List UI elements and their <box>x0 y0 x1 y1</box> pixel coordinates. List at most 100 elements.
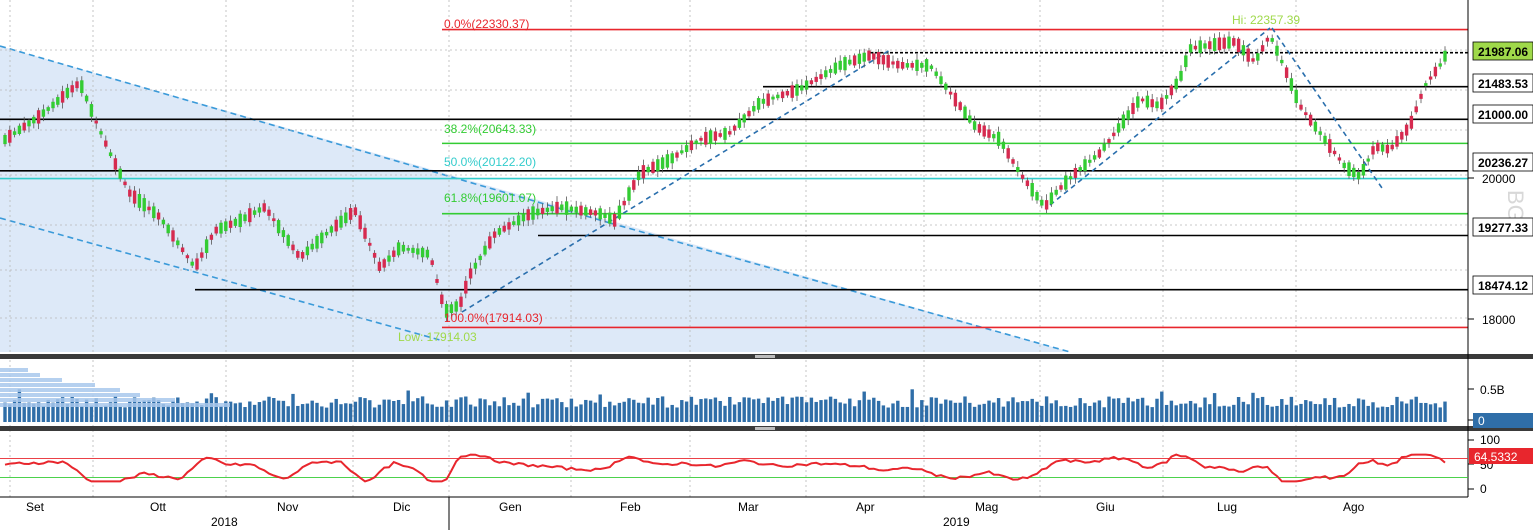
volume-profile <box>0 378 62 382</box>
candle-body <box>881 55 886 65</box>
volume-bar <box>1433 403 1438 422</box>
volume-bar <box>1337 407 1342 422</box>
volume-bar <box>473 406 478 422</box>
candle-body <box>972 121 977 130</box>
volume-bar <box>584 399 588 422</box>
volume-bar <box>814 401 818 422</box>
candle-body <box>857 53 862 64</box>
volume-bar <box>180 403 185 422</box>
candle-body <box>756 98 761 110</box>
candle-body <box>1409 115 1414 129</box>
volume-bar <box>536 404 540 422</box>
price-label-18474: 18474.12 <box>1472 275 1533 295</box>
volume-profile <box>0 393 140 397</box>
volume-bar <box>507 405 511 422</box>
volume-bar <box>761 403 766 422</box>
candle-body <box>368 242 372 246</box>
candle-body <box>512 221 516 225</box>
candle-body <box>1126 110 1130 120</box>
candle-body <box>1140 98 1145 102</box>
candle-body <box>348 208 353 220</box>
volume-bar <box>929 397 934 422</box>
volume-bar <box>718 401 722 422</box>
candle-body <box>41 109 46 117</box>
price-label-21000: 21000.00 <box>1472 104 1533 124</box>
candle-body <box>1150 99 1154 108</box>
volume-bar <box>32 403 36 422</box>
candle-body <box>785 90 790 96</box>
candle-body <box>70 85 74 93</box>
candle-body <box>1001 141 1006 149</box>
candle-body <box>1352 167 1356 178</box>
volume-bar <box>502 397 506 422</box>
candle-body <box>171 230 175 242</box>
candle-body <box>1371 146 1375 155</box>
volume-bar <box>924 405 929 422</box>
volume-bar <box>1323 398 1327 422</box>
candle-body <box>185 255 190 259</box>
volume-bar <box>377 404 382 422</box>
volume-bar <box>108 402 113 422</box>
volume-bar <box>1193 403 1198 422</box>
candle-body <box>728 131 732 135</box>
volume-bar <box>161 404 166 422</box>
candle-body <box>1184 55 1188 68</box>
volume-bar <box>593 402 598 422</box>
candle-body <box>593 210 598 216</box>
volume-bar <box>1116 398 1121 422</box>
volume-bar <box>636 402 641 422</box>
volume-bar <box>41 406 46 422</box>
candle-body <box>958 102 962 110</box>
candle-body <box>233 218 238 226</box>
volume-bar <box>646 397 650 422</box>
volume-bar <box>608 401 612 422</box>
candle-body <box>252 210 257 215</box>
rsi-last-box <box>1469 448 1533 464</box>
candle-body <box>497 228 502 235</box>
candle-body <box>392 250 396 257</box>
volume-bar <box>195 401 199 422</box>
candle-body <box>992 134 996 139</box>
volume-bar <box>1140 397 1145 422</box>
volume-bar <box>689 396 694 422</box>
regression-channel <box>0 45 1071 353</box>
trend-lines <box>461 27 1383 313</box>
volume-bar <box>257 402 262 422</box>
volume-bar <box>1188 400 1193 422</box>
price-label-text: 19277.33 <box>1478 221 1528 235</box>
channel-upper <box>0 45 611 224</box>
candle-body <box>1265 37 1270 42</box>
volume-bar <box>60 397 65 422</box>
volume-bar <box>675 407 679 422</box>
volume-bar <box>776 398 780 422</box>
volume-bar <box>905 406 910 422</box>
volume-bar <box>1299 403 1303 422</box>
price-label-text: 21483.53 <box>1478 77 1528 91</box>
candle-body <box>1198 40 1202 54</box>
volume-profile <box>0 398 175 402</box>
candle-body <box>291 244 295 251</box>
candle-body <box>1251 58 1255 62</box>
fib-label-38: 38.2%(20643.33) <box>444 122 536 136</box>
candle-body <box>329 226 334 233</box>
candle-body <box>540 207 545 214</box>
trendline-up2 <box>1049 27 1271 206</box>
volume-bar <box>1064 405 1068 422</box>
volume-bar <box>785 404 790 422</box>
candle-body <box>454 301 458 312</box>
volume-bar <box>1107 396 1111 422</box>
candle-body <box>89 104 94 117</box>
candle-body <box>411 247 415 253</box>
volume-bar <box>142 400 146 422</box>
candle-body <box>1356 172 1361 180</box>
volume-bar <box>1265 404 1270 422</box>
candle-body <box>660 157 665 169</box>
candle-body <box>1092 155 1097 160</box>
volume-bar <box>430 404 434 422</box>
volume-bar <box>512 402 516 422</box>
candle-body <box>300 252 305 259</box>
candle-body <box>104 140 108 147</box>
volume-bar <box>200 404 204 422</box>
volume-bar <box>1347 403 1351 422</box>
volume-bar <box>1236 397 1241 422</box>
